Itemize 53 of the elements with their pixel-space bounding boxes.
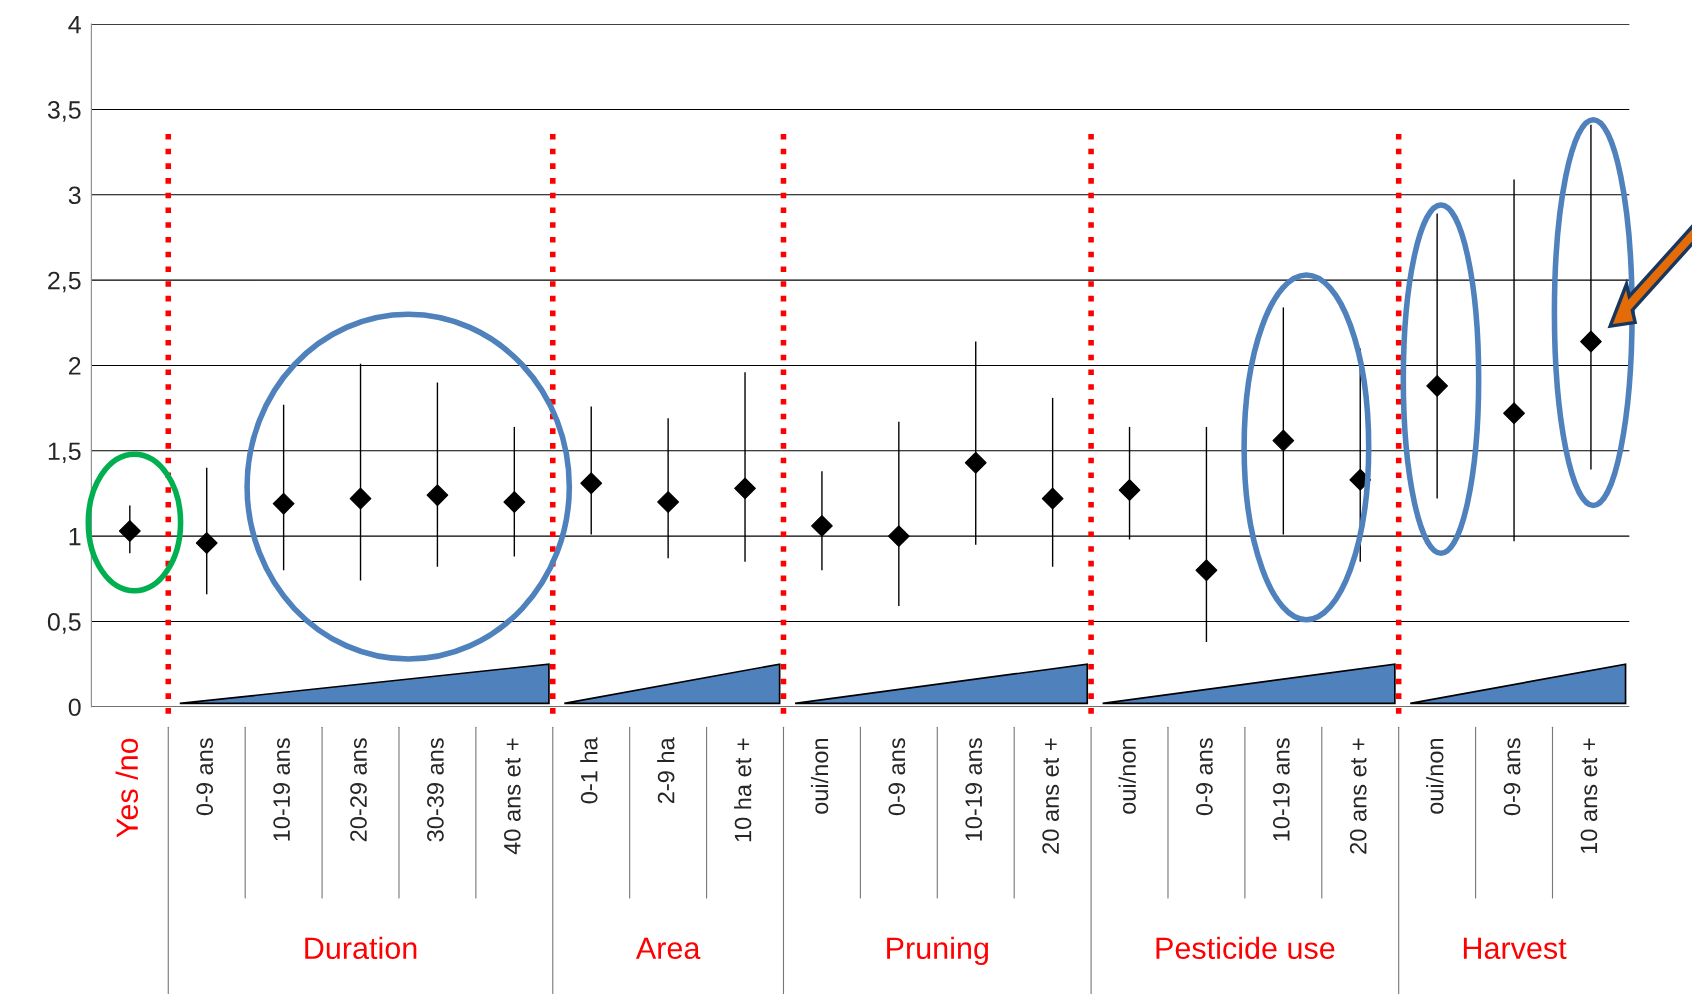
point (811, 515, 833, 537)
point (1195, 559, 1218, 582)
x-tick-label: 10-19 ans (273, 738, 290, 841)
point (272, 492, 295, 515)
text: Duration (305, 936, 417, 960)
x-tick-label: 10 ha et + (734, 738, 752, 842)
point (887, 525, 910, 548)
y-tick-label: 0,5 (47, 613, 81, 634)
x-tick-label: 0-9 ans (1196, 738, 1213, 816)
y-tick-label: 1 (69, 528, 81, 546)
x-tick-label: 20-29 ans (350, 738, 367, 842)
x-tick-label: 0-1 ha (580, 737, 598, 804)
point (426, 484, 449, 507)
x-tick-label: 10 ans et + (1580, 738, 1598, 854)
x-tick-label: 0-9 ans (888, 738, 906, 816)
x-tick-label: Yes /no (115, 738, 139, 838)
point (657, 491, 680, 513)
x-tick-label: oui/non (1426, 738, 1444, 814)
y-tick-label: 4 (68, 15, 81, 34)
x-tick-label: 10-19 ans (1272, 738, 1290, 841)
point (1426, 375, 1449, 397)
point (503, 491, 526, 513)
text: Harvest (1463, 937, 1567, 960)
point (964, 451, 987, 474)
point (580, 472, 603, 495)
x-tick-label: 40 ans et + (503, 738, 521, 855)
x-tick-label: 2-9 ha (657, 737, 675, 804)
x-tick-label: 0-9 ans (1503, 738, 1521, 816)
x-tick-label: oui/non (1118, 738, 1136, 814)
text: Pruning (887, 936, 988, 966)
point (195, 532, 218, 554)
point (1272, 429, 1295, 452)
text: Area (635, 937, 701, 960)
y-tick-label: 3,5 (47, 101, 81, 122)
point (349, 487, 372, 510)
x-tick-label: 20 ans et + (1349, 738, 1367, 854)
point (1118, 479, 1141, 501)
x-tick-label: oui/non (810, 738, 829, 814)
x-tick-label: 30-39 ans (427, 738, 444, 842)
point (1580, 330, 1602, 353)
point (1503, 402, 1525, 425)
x-tick-label: 10-19 ans (965, 738, 983, 841)
point (734, 477, 756, 500)
point (1041, 487, 1064, 510)
y-tick-label: 3 (68, 186, 81, 205)
point (118, 520, 141, 542)
x-tick-label: 0-9 ans (196, 738, 214, 816)
y-tick-label: 0 (68, 698, 81, 717)
y-tick-label: 1,5 (48, 442, 81, 464)
y-tick-label: 2 (69, 357, 81, 375)
text: Pesticide use (1156, 936, 1335, 960)
x-tick-label: 20 ans et + (1042, 738, 1059, 854)
y-tick-label: 2,5 (48, 271, 81, 293)
